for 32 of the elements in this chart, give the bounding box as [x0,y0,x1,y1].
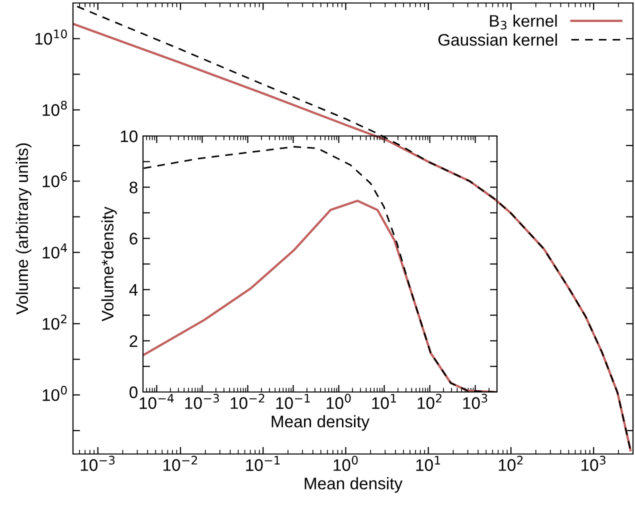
legend-label: Gaussian kernel [438,34,557,46]
x-tick-label: 10$^{−3}$ [80,456,115,471]
y-tick-label: 10 [120,130,138,142]
y-tick-label: 4 [129,284,138,296]
x-tick-label: 10$^{2}$ [418,394,442,409]
y-tick-label: 10$^{4}$ [42,243,67,259]
y-tick-label: 10$^{10}$ [35,30,67,45]
x-tick-label: 10$^{0}$ [326,394,351,409]
x-axis-title: Mean density [272,415,370,431]
y-tick-label: 8 [130,182,138,194]
x-tick-label: 10$^{−1}$ [276,394,310,409]
x-tick-label: 10$^{1}$ [416,456,440,471]
y-tick-label: 6 [130,232,138,245]
x-tick-label: 10$^{3}$ [582,456,606,471]
legend-label: B$_{3}$ kernel [490,14,557,30]
x-tick-label: 10$^{−1}$ [246,456,280,471]
y-axis-title: Volume*density [101,206,117,322]
y-tick-label: 10$^{2}$ [42,314,66,330]
y-tick-label: 2 [130,335,138,347]
y-axis-title: Volume (arbitrary units) [16,143,32,315]
y-tick-label: 0 [130,386,138,398]
x-tick-label: 10$^{0}$ [334,456,358,471]
x-tick-label: 10$^{2}$ [498,456,523,471]
x-tick-label: 10$^{−4}$ [140,394,174,409]
x-tick-label: 10$^{3}$ [463,394,488,409]
x-tick-label: 10$^{−3}$ [185,394,219,409]
y-tick-label: 10$^{6}$ [42,172,67,188]
x-tick-label: 10$^{−2}$ [164,456,197,471]
x-tick-label: 10$^{1}$ [372,394,396,409]
x-tick-label: 10$^{−2}$ [230,394,264,409]
x-axis-title: Mean density [304,477,403,493]
y-tick-label: 10$^{8}$ [42,100,67,116]
